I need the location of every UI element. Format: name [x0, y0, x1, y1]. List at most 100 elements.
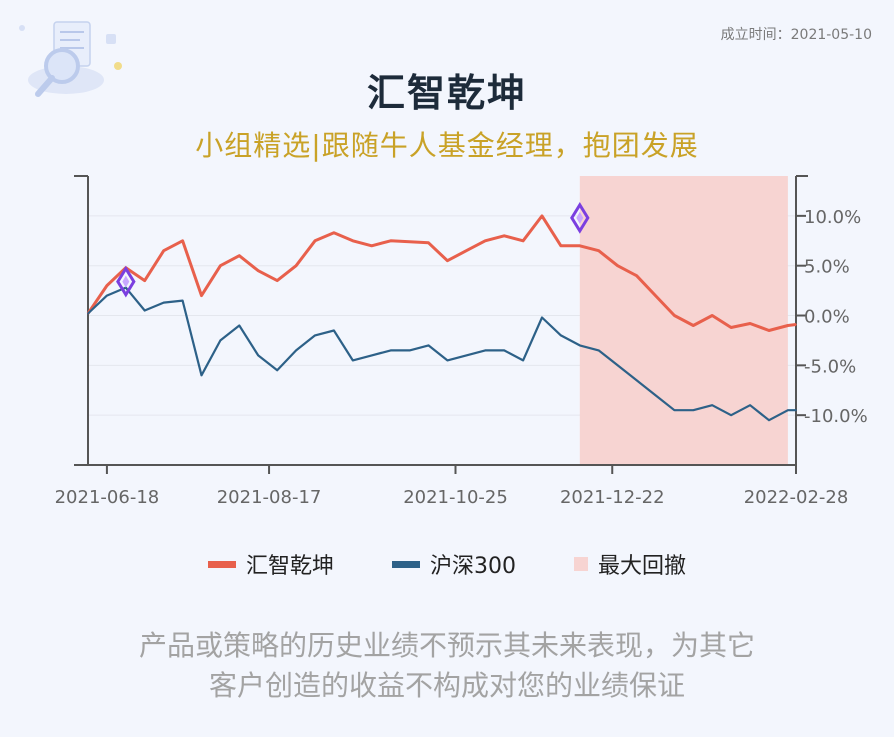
magnifier-illustration-icon — [19, 21, 122, 97]
disclaimer-line-1: 产品或策略的历史业绩不预示其未来表现，为其它 — [138, 629, 755, 662]
fund-line-point — [333, 232, 335, 234]
index-line-point — [768, 419, 770, 421]
legend-label-index: 沪深300 — [430, 554, 516, 579]
fund-line-point — [635, 274, 638, 277]
x-tick-label: 2021-08-17 — [217, 487, 322, 508]
legend-item-index: 沪深300 — [392, 548, 516, 580]
fund-line-point — [446, 259, 449, 262]
fund-line-point — [314, 239, 316, 242]
x-tick-label: 2021-10-25 — [403, 487, 508, 508]
peak-marker-inner — [122, 275, 130, 288]
fund-line-point — [181, 239, 184, 242]
index-line-point — [352, 359, 354, 362]
index-line-point — [730, 414, 732, 416]
index-line-point — [389, 349, 392, 352]
fund-line-point — [276, 279, 278, 282]
fund-line-point — [768, 329, 770, 332]
index-line-point — [692, 409, 695, 411]
index-line-point — [200, 374, 203, 377]
index-line-point — [276, 369, 278, 372]
index-line-point — [579, 344, 581, 347]
x-tick-label: 2021-12-22 — [560, 487, 665, 508]
fund-line-point — [673, 314, 676, 317]
index-line-point — [408, 349, 411, 352]
performance-chart: 10.0% 5.0% 0.0% -5.0% -10.0% 2021-06-18 2021-0… — [55, 175, 868, 508]
index-line-point — [314, 334, 316, 337]
legend-swatch-fund — [207, 560, 236, 568]
peak-marker-diamond — [116, 265, 136, 298]
x-tick-label: 2021-06-18 — [55, 487, 160, 508]
legend-label-fund: 汇智乾坤 — [245, 554, 334, 579]
index-line-point — [143, 309, 146, 312]
fund-line-point — [597, 249, 600, 252]
disclaimer: 产品或策略的历史业绩不预示其未来表现，为其它 客户创造的收益不构成对您的业绩保证 — [60, 626, 834, 706]
index-line-point — [427, 344, 430, 347]
page-title: 汇智乾坤 — [366, 71, 527, 115]
y-tick-label: -10.0% — [804, 406, 868, 427]
fund-line-point — [795, 323, 797, 326]
fund-line-point — [711, 314, 714, 317]
fund-line-point — [560, 244, 562, 247]
fund-line-point — [389, 239, 392, 242]
peak-marker-diamond — [570, 201, 590, 234]
legend-swatch-drawdown — [574, 557, 588, 571]
fund-line-point — [257, 269, 260, 272]
fund-line-point — [579, 244, 581, 247]
fund-line-point — [503, 234, 505, 237]
index-line-point — [181, 299, 184, 302]
index-line-point — [635, 379, 638, 382]
fund-line-point — [616, 264, 619, 267]
fund-line-point — [484, 239, 487, 242]
fund-line-point — [352, 239, 354, 242]
y-tick-label: -5.0% — [804, 356, 856, 377]
index-line-point — [597, 349, 600, 352]
legend-label-drawdown: 最大回撤 — [598, 554, 687, 579]
fund-line-point — [522, 239, 524, 242]
fund-line-point — [162, 249, 165, 252]
fund-line-point — [654, 294, 657, 297]
index-line-point — [654, 394, 657, 397]
y-tick-label: 5.0% — [804, 257, 850, 278]
index-line-point — [295, 349, 297, 352]
legend-item-fund: 汇智乾坤 — [207, 548, 334, 580]
index-line-point — [87, 312, 89, 315]
fund-line-point — [749, 322, 751, 325]
index-line-point — [560, 334, 562, 337]
index-line-point — [257, 354, 260, 357]
fund-line-point — [408, 240, 411, 243]
index-line-point — [787, 409, 789, 411]
index-line-point — [370, 354, 373, 357]
index-line-point — [238, 324, 241, 327]
legend-swatch-index — [392, 560, 420, 568]
index-line-point — [749, 404, 751, 407]
index-line-point — [162, 301, 165, 304]
peak-marker-inner — [576, 211, 584, 224]
y-tick-label: 10.0% — [804, 207, 861, 228]
index-line-point — [795, 409, 797, 411]
disclaimer-line-2: 客户创造的收益不构成对您的业绩保证 — [208, 669, 685, 702]
index-line-point — [465, 354, 468, 357]
fund-line-point — [730, 326, 732, 329]
fund-line-point — [219, 264, 222, 267]
index-line-point — [446, 359, 449, 362]
index-line-point — [106, 294, 108, 297]
x-tick-label: 2022-02-28 — [744, 487, 849, 508]
fund-line-point — [370, 244, 373, 247]
fund-line-point — [692, 324, 695, 327]
chart-legend: 汇智乾坤 沪深300 最大回撤 — [0, 548, 894, 580]
index-line-point — [522, 359, 524, 362]
index-line-point — [484, 349, 487, 352]
index-line-point — [503, 349, 505, 352]
established-date: 成立时间：2021-05-10 — [720, 27, 872, 43]
fund-line-point — [238, 254, 241, 257]
fund-line-point — [427, 241, 430, 244]
index-line-point — [616, 364, 619, 367]
y-tick-label: 0.0% — [804, 307, 850, 328]
fund-line-point — [787, 324, 789, 327]
fund-line-point — [465, 249, 468, 252]
page-subtitle: 小组精选|跟随牛人基金经理，抱团发展 — [195, 129, 699, 162]
index-line-point — [219, 339, 222, 342]
legend-item-drawdown: 最大回撤 — [574, 548, 686, 580]
fund-line-point — [200, 294, 203, 297]
index-line-point — [333, 329, 335, 332]
